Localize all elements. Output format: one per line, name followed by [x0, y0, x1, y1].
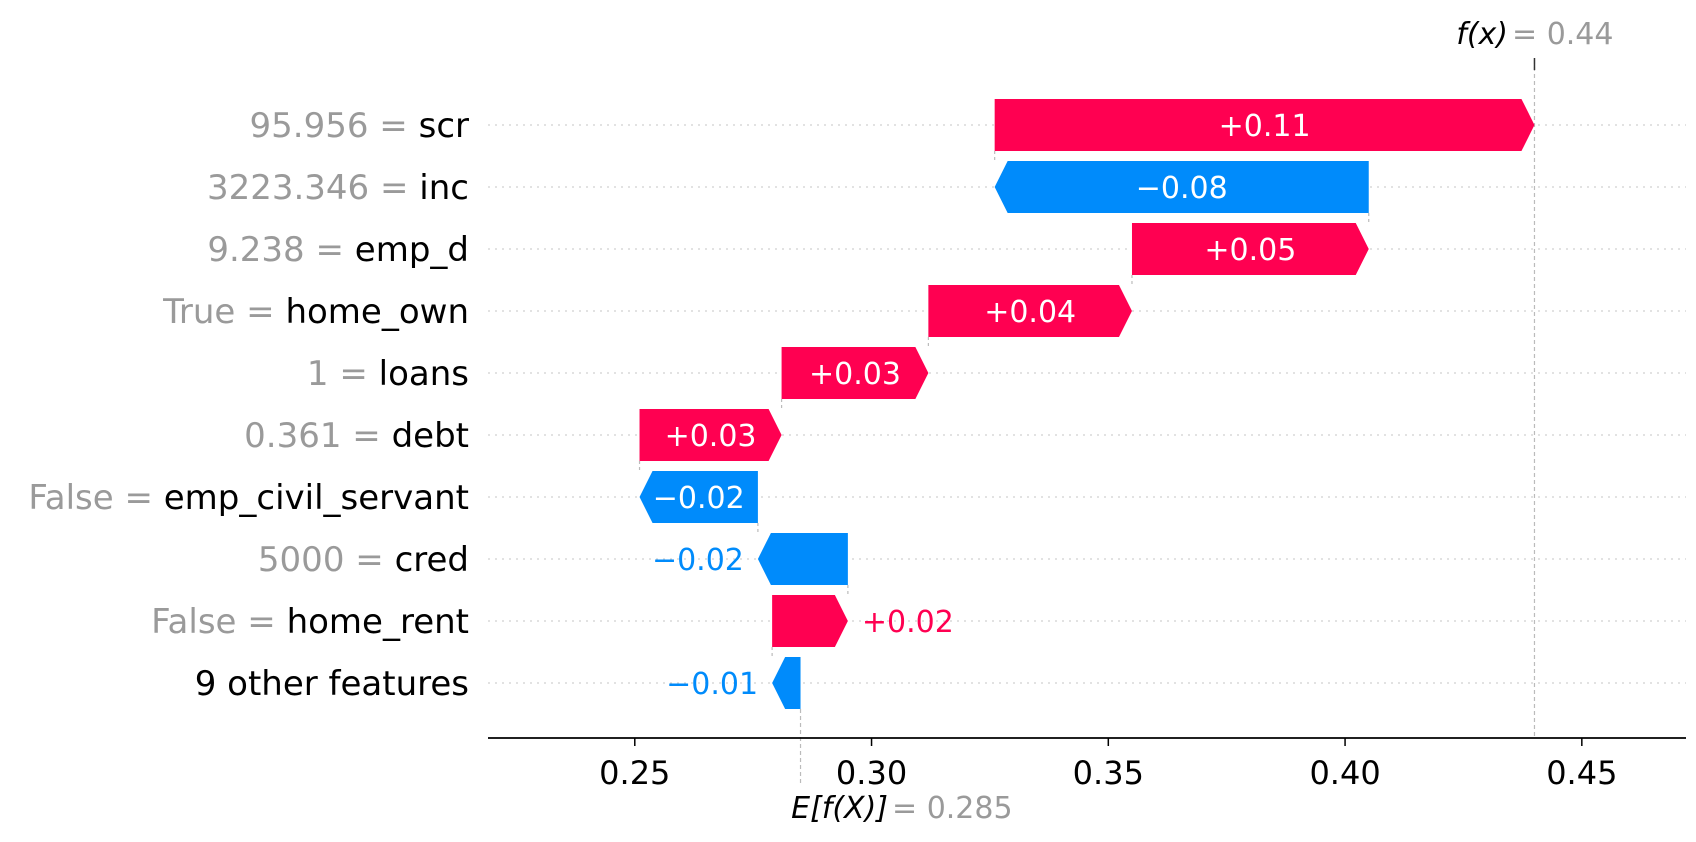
- bar-value-label: −0.02: [652, 543, 744, 578]
- x-axis: 0.25 0.30 0.35 0.40 0.45: [488, 737, 1686, 792]
- negative-bar: [772, 657, 801, 709]
- bar-value-label: +0.04: [984, 295, 1076, 330]
- feature-label: 0.361 = debt: [244, 416, 469, 456]
- base-annotation: E[f(X)] = 0.285: [791, 791, 1012, 826]
- connector-lines: [638, 58, 1536, 784]
- positive-bar: [781, 347, 929, 399]
- x-tick-label: 0.45: [1546, 754, 1617, 792]
- feature-label: 1 = loans: [307, 354, 469, 394]
- x-tick-label: 0.35: [1073, 754, 1144, 792]
- x-tick-label: 0.40: [1309, 754, 1380, 792]
- feature-label: False = emp_civil_servant: [28, 478, 469, 518]
- positive-bar: [772, 595, 848, 647]
- bar-value-label: +0.11: [1219, 109, 1311, 144]
- bars: +0.11 −0.08 +0.05 +0.04 +0.03 +0.03 −0.02 −0.02…: [639, 99, 1535, 709]
- output-label: f(x): [1456, 17, 1508, 52]
- bar-value-label: +0.03: [809, 357, 901, 392]
- bar-value-label: −0.02: [653, 481, 745, 516]
- base-label: E[f(X)]: [791, 791, 888, 826]
- output-annotation: f(x) = 0.44: [1456, 17, 1613, 52]
- positive-bar: [928, 285, 1132, 337]
- x-tick-label: 0.30: [836, 754, 907, 792]
- feature-label: True = home_own: [162, 292, 469, 332]
- feature-labels: 95.956 = scr 3223.346 = inc 9.238 = emp_d T…: [28, 106, 469, 704]
- positive-bar: [639, 409, 782, 461]
- negative-bar: [994, 161, 1369, 213]
- x-tick-label: 0.25: [599, 754, 670, 792]
- negative-bar: [639, 471, 758, 523]
- bar-value-label: +0.02: [862, 605, 954, 640]
- bar-value-label: +0.05: [1204, 233, 1296, 268]
- feature-label: 3223.346 = inc: [207, 168, 469, 208]
- positive-bar: [994, 99, 1535, 151]
- bar-value-label: −0.01: [666, 667, 758, 702]
- positive-bar: [1131, 223, 1369, 275]
- bar-value-label: +0.03: [665, 419, 757, 454]
- negative-bar: [757, 533, 848, 585]
- feature-label: 9 other features: [195, 664, 469, 704]
- feature-label: 9.238 = emp_d: [207, 230, 469, 270]
- output-value: = 0.44: [1512, 17, 1613, 52]
- bar-value-label: −0.08: [1136, 171, 1228, 206]
- feature-label: 5000 = cred: [258, 540, 469, 580]
- base-value: = 0.285: [892, 791, 1013, 826]
- feature-label: 95.956 = scr: [250, 106, 469, 146]
- feature-label: False = home_rent: [151, 602, 469, 642]
